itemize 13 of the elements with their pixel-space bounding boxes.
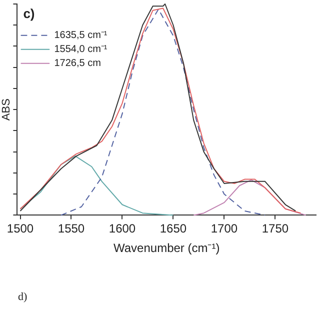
x-tick-label: 1700 [210,222,238,236]
legend-label: 1726,5 cm [54,58,101,70]
x-tick-label: 1600 [108,222,136,236]
x-tick-label: 1750 [262,222,289,236]
x-tick-label: 1500 [6,222,34,236]
x-axis-title: Wavenumber (cm⁻¹) [113,241,220,256]
legend-label: 1554,0 cm⁻¹ [54,44,108,56]
y-axis-title: ABS [0,98,13,121]
legend-label: 1635,5 cm⁻¹ [54,30,108,42]
x-tick-label: 1550 [58,222,85,236]
text: d) [18,291,28,303]
annotation: c) [23,6,35,22]
x-tick-label: 1650 [160,222,187,236]
